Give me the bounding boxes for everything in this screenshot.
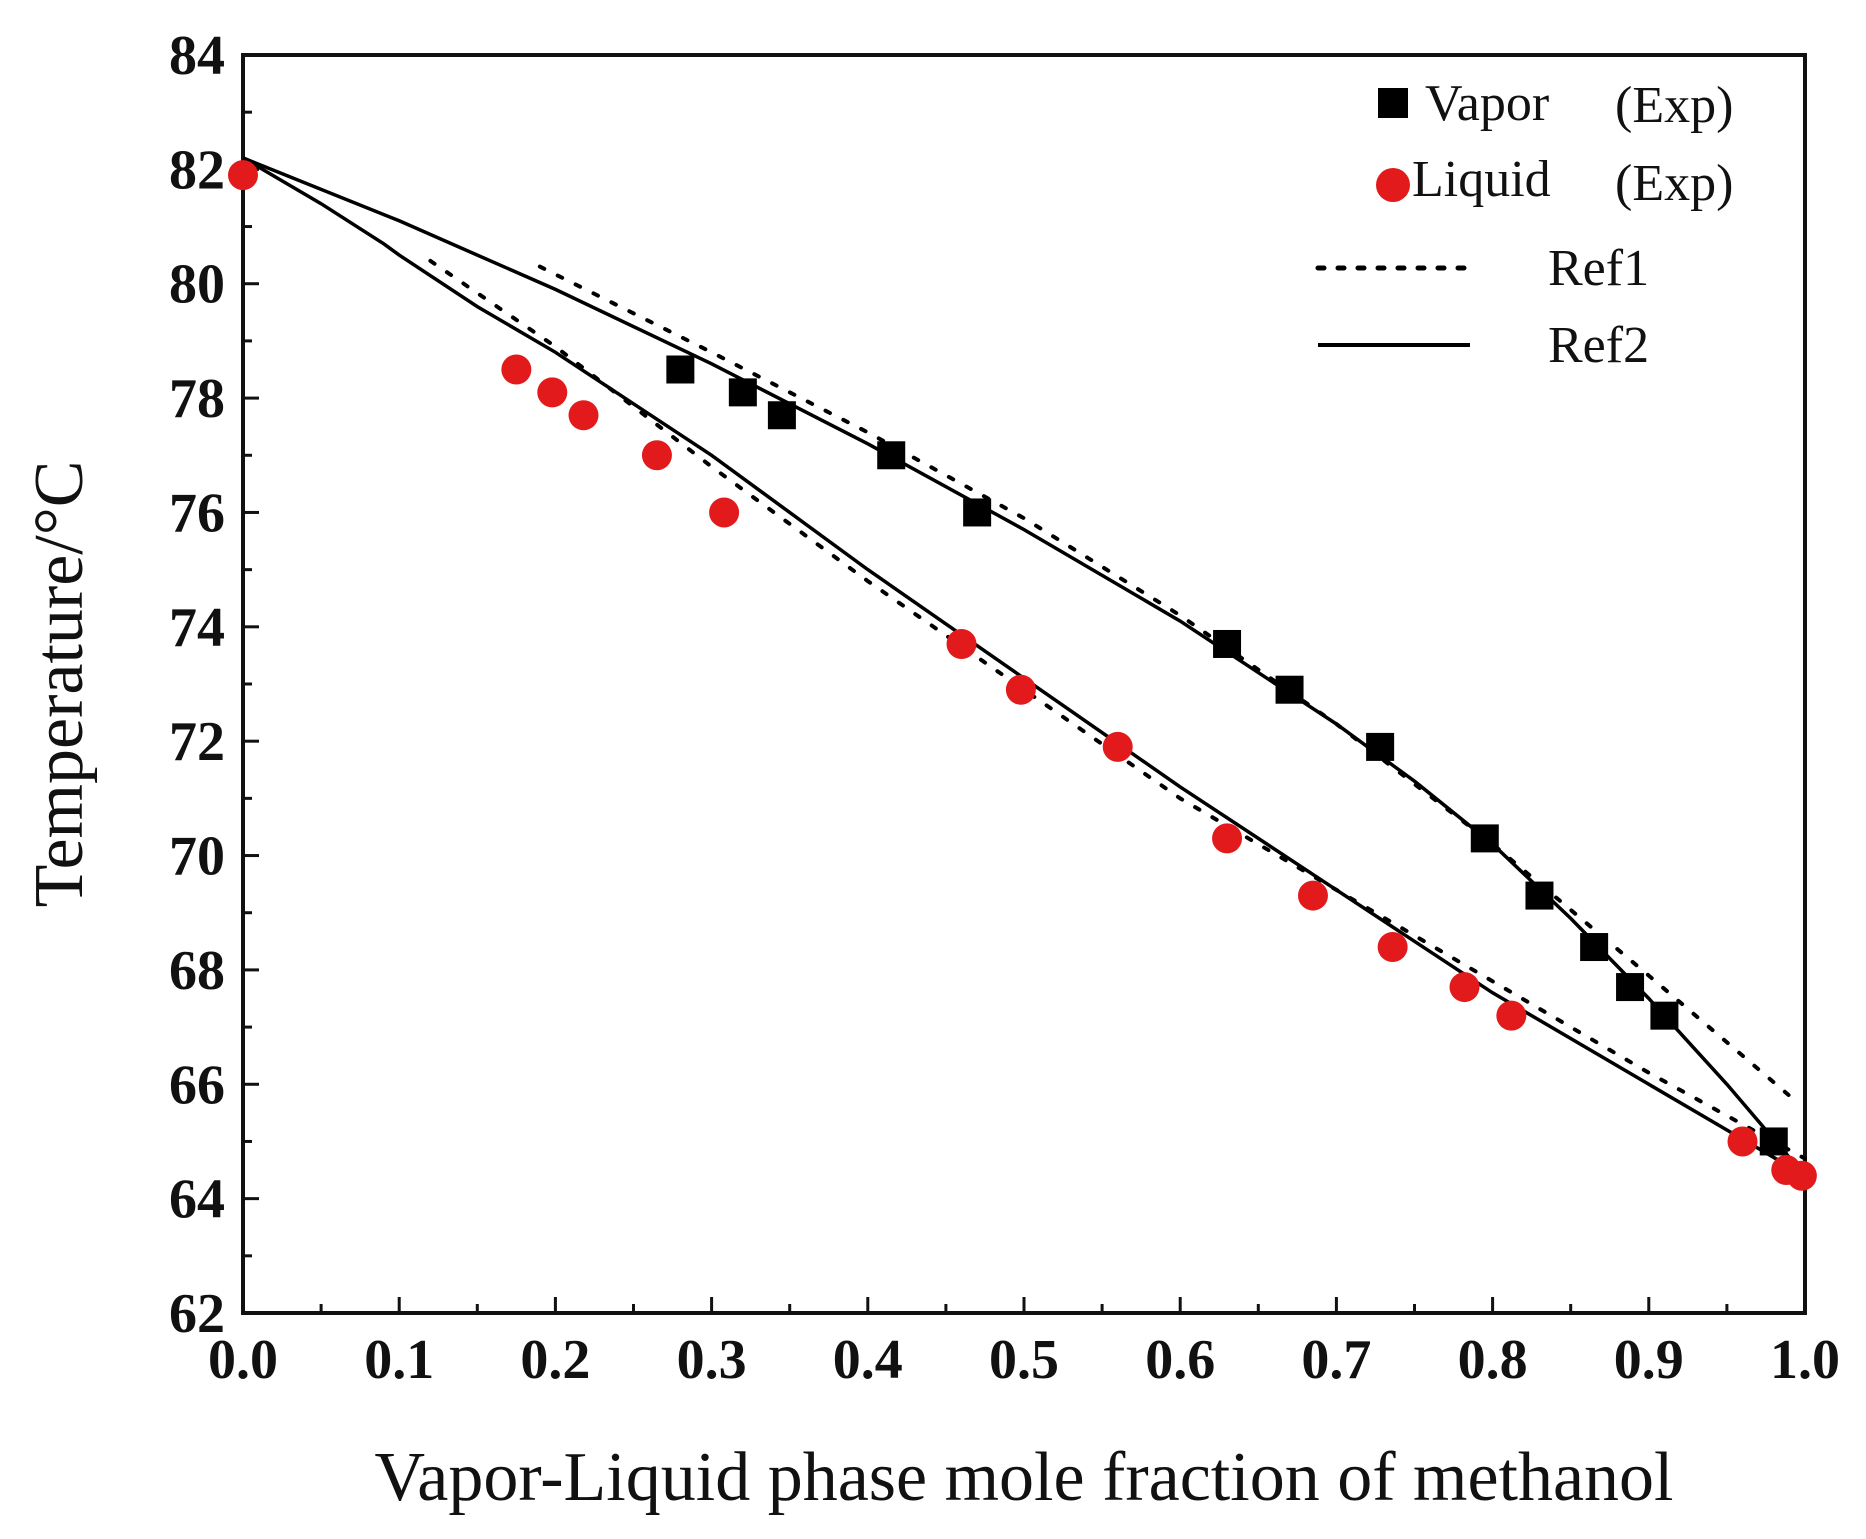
vapor-point xyxy=(767,401,796,430)
x-axis-ticks: 0.0 0.1 0.2 0.3 0.4 0.5 0.6 0.7 0.8 0.9 1.0 xyxy=(208,1297,1840,1391)
legend-marker-liquid xyxy=(1376,168,1410,202)
legend-note-vapor: (Exp) xyxy=(1615,77,1733,134)
reference-curves xyxy=(242,156,1807,1178)
y-axis-title: Temperature/°C xyxy=(21,461,98,908)
vapor-point xyxy=(728,378,757,407)
liquid-point xyxy=(1297,880,1328,911)
x-tick-label: 0.4 xyxy=(833,1329,903,1391)
liquid-point xyxy=(1449,972,1480,1003)
x-tick-label: 0.5 xyxy=(989,1329,1059,1391)
legend-note-liquid: (Exp) xyxy=(1615,155,1733,212)
vapor-point xyxy=(963,498,992,527)
x-tick-label: 0.2 xyxy=(520,1329,590,1391)
ref1-curve xyxy=(537,264,1792,1098)
liquid-point xyxy=(1212,823,1243,854)
liquid-point xyxy=(946,628,977,659)
ref1-curve xyxy=(428,258,1807,1161)
y-tick-label: 72 xyxy=(169,711,225,773)
x-tick-label: 0.9 xyxy=(1614,1329,1684,1391)
liquid-point xyxy=(228,160,258,191)
vapor-point xyxy=(1470,824,1499,853)
ref2-curve xyxy=(242,156,1807,1177)
y-tick-label: 70 xyxy=(169,826,225,888)
liquid-point xyxy=(501,354,532,385)
y-tick-label: 78 xyxy=(169,368,225,430)
legend-label-vapor: Vapor xyxy=(1425,75,1549,132)
x-tick-label: 0.6 xyxy=(1145,1329,1215,1391)
vapor-point xyxy=(877,441,906,470)
y-tick-label: 66 xyxy=(169,1054,225,1116)
legend-marker-vapor xyxy=(1378,88,1408,118)
liquid-point xyxy=(1496,1000,1527,1031)
y-tick-label: 64 xyxy=(169,1169,225,1231)
legend-label-liquid: Liquid xyxy=(1412,151,1551,208)
vapor-point xyxy=(1213,629,1242,658)
y-tick-label: 74 xyxy=(169,597,225,659)
x-tick-label: 1.0 xyxy=(1770,1329,1840,1391)
y-tick-label: 68 xyxy=(169,940,225,1002)
liquid-point xyxy=(537,377,568,408)
liquid-point xyxy=(1005,674,1036,705)
vapor-point xyxy=(1275,675,1304,704)
x-tick-label: 0.3 xyxy=(677,1329,747,1391)
vapor-point xyxy=(1759,1127,1788,1156)
x-tick-label: 0.7 xyxy=(1301,1329,1371,1391)
x-axis-title: Vapor-Liquid phase mole fraction of meth… xyxy=(374,1439,1673,1516)
liquid-point xyxy=(568,400,599,431)
vapor-point xyxy=(1525,881,1554,910)
liquid-point xyxy=(1727,1126,1758,1157)
liquid-point xyxy=(709,497,740,528)
y-tick-label: 80 xyxy=(169,254,225,316)
liquid-point xyxy=(1377,932,1408,963)
vapor-point xyxy=(666,355,695,384)
liquid-point xyxy=(1786,1160,1817,1191)
x-tick-label: 0.8 xyxy=(1458,1329,1528,1391)
legend-label-ref1: Ref1 xyxy=(1548,240,1649,297)
legend: Vapor (Exp) Liquid (Exp) Ref1 Ref2 xyxy=(1315,75,1733,374)
liquid-point xyxy=(641,440,672,471)
y-axis-ticks: 62 64 66 68 70 72 74 76 78 80 82 84 xyxy=(169,25,259,1345)
liquid-point xyxy=(1102,731,1133,762)
x-tick-label: 0.1 xyxy=(364,1329,434,1391)
y-tick-label: 82 xyxy=(169,139,225,201)
vapor-point xyxy=(1366,732,1395,761)
vapor-point xyxy=(1650,1001,1679,1030)
x-tick-label: 0.0 xyxy=(208,1329,278,1391)
vapor-point xyxy=(1580,933,1609,962)
y-tick-label: 76 xyxy=(169,482,225,544)
vapor-point xyxy=(1616,973,1645,1002)
y-tick-label: 62 xyxy=(169,1283,225,1345)
y-tick-label: 84 xyxy=(169,25,225,87)
ref2-curve xyxy=(242,156,1806,1178)
experimental-points xyxy=(228,160,1817,1191)
legend-label-ref2: Ref2 xyxy=(1548,317,1649,374)
